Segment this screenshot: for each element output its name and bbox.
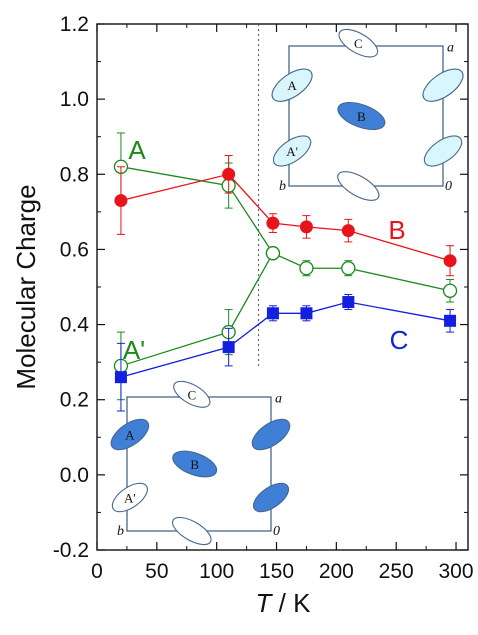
x-axis-title: T / K [256, 588, 312, 618]
molecule-c [173, 380, 211, 408]
series-label-b: B [388, 215, 405, 245]
molecule-c [338, 28, 379, 58]
series-line [120, 173, 451, 262]
molecule-b [172, 450, 218, 478]
series-line [120, 166, 451, 292]
y-axis-title: Molecular Charge [11, 184, 41, 389]
x-tick-label: 300 [439, 560, 474, 583]
series-label-c: C [390, 325, 409, 355]
axis-ticks: 0 50 100 150 200 250 300 -0.2 0.0 0.2 0.4 0.6 0.8 1.0… [53, 13, 474, 583]
y-tick-label: 0.8 [60, 163, 89, 186]
cell-origin: 0 [445, 179, 452, 194]
data-point [266, 307, 279, 320]
y-tick-label: 0.4 [60, 314, 90, 337]
data-point [444, 314, 457, 327]
x-tick-label: 200 [319, 560, 354, 583]
x-axis-unit: / K [271, 588, 311, 618]
data-point [265, 246, 281, 261]
data-point [442, 283, 458, 298]
inset-bottom-left: C A B A' a b 0 [110, 380, 291, 546]
molecule-a2 [111, 482, 148, 513]
molecule-bottom [337, 171, 380, 201]
molecule-label: C [187, 387, 196, 402]
series-b [114, 155, 457, 277]
y-tick-label: 1.2 [60, 13, 89, 36]
x-axis-variable: T [256, 588, 274, 618]
molecule-bottom [171, 516, 212, 546]
molecule-corner [251, 418, 291, 451]
x-tick-label: 250 [379, 560, 414, 583]
data-point [443, 254, 457, 268]
data-point [266, 216, 280, 230]
molecule-label: B [357, 109, 366, 124]
molecule-label: A [287, 78, 297, 93]
data-point [341, 261, 356, 276]
data-point [342, 296, 355, 309]
series-c [114, 294, 457, 412]
molecule-label: C [354, 36, 363, 51]
y-tick-label: 0.2 [60, 389, 89, 412]
data-point [299, 261, 314, 276]
molecule-corner [252, 482, 290, 513]
data-point [300, 307, 313, 320]
molecule-corner [422, 68, 464, 102]
molecule-b [337, 101, 386, 131]
y-tick-label: -0.2 [53, 539, 89, 562]
data-point [222, 167, 236, 181]
series-label-a-prime: A' [123, 335, 145, 365]
molecule-label: A' [124, 491, 136, 506]
cell-axis-b: b [117, 524, 124, 539]
y-tick-label: 0.6 [60, 238, 89, 261]
data-point [341, 224, 355, 238]
series-line [120, 301, 451, 378]
molecule-label: A' [286, 144, 298, 159]
molecule-corner [423, 135, 463, 167]
data-series [113, 132, 458, 412]
cell-axis-b: b [279, 179, 286, 194]
molecule-a2 [272, 135, 312, 167]
molecule-a [110, 418, 150, 451]
series-label-a: A [128, 135, 146, 165]
data-point [114, 194, 128, 208]
cell-axis-a: a [447, 41, 454, 56]
crystal-insets: C A B A' a b 0 C A B A' a b 0 [110, 28, 464, 546]
plot-frame [96, 23, 469, 551]
data-point [299, 220, 313, 234]
data-point [114, 371, 127, 384]
series-a-prime [113, 246, 281, 401]
x-tick-label: 150 [259, 560, 294, 583]
data-point [222, 341, 235, 354]
x-tick-label: 100 [199, 560, 234, 583]
molecule-a [271, 68, 313, 102]
molecule-label: A [125, 428, 135, 443]
cell-axis-a: a [275, 391, 282, 406]
cell-origin: 0 [273, 524, 280, 539]
x-tick-label: 50 [145, 560, 168, 583]
inset-top-right: C A B A' a b 0 [271, 28, 464, 201]
y-tick-label: 1.0 [60, 88, 89, 111]
y-tick-label: 0.0 [60, 464, 89, 487]
molecule-label: B [190, 457, 199, 472]
x-tick-label: 0 [91, 560, 103, 583]
